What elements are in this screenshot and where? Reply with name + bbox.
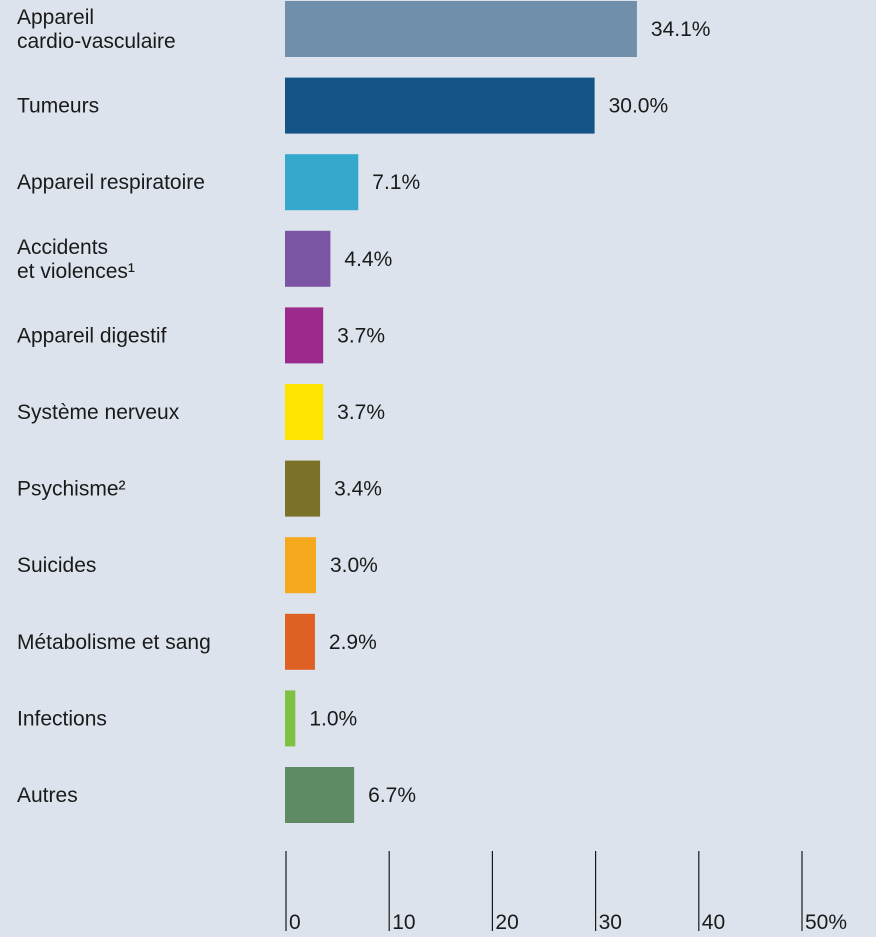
bar: [285, 460, 321, 517]
bar: [285, 230, 331, 287]
value-label: 2.9%: [329, 631, 377, 654]
category-labels: Appareil cardio-vasculaire Tumeurs Appareil…: [17, 6, 211, 807]
value-label: 7.1%: [372, 171, 420, 194]
category-label: Accidents et violences¹: [17, 236, 135, 283]
bars: [285, 1, 637, 823]
value-label: 3.0%: [330, 554, 378, 577]
category-label: Système nerveux: [17, 401, 180, 424]
category-label: Autres: [17, 784, 78, 807]
bar: [285, 613, 315, 670]
value-label: 6.7%: [368, 784, 416, 807]
x-tick-label: 50%: [805, 911, 847, 934]
bar: [285, 767, 355, 823]
x-axis: 0 10 20 30 40 50%: [285, 851, 847, 934]
bar: [285, 690, 296, 747]
category-label: Infections: [17, 707, 107, 730]
category-label: Suicides: [17, 554, 96, 577]
bar: [285, 307, 324, 364]
bar: [285, 537, 316, 594]
value-label: 4.4%: [344, 248, 392, 271]
value-label: 3.7%: [337, 401, 385, 424]
x-tick-label: 30: [599, 911, 622, 934]
category-label: Métabolisme et sang: [17, 631, 211, 654]
value-label: 1.0%: [309, 707, 357, 730]
bar: [285, 384, 324, 440]
x-tick-label: 10: [392, 911, 415, 934]
category-label: Tumeurs: [17, 95, 99, 118]
bar: [285, 154, 359, 211]
category-label: Psychisme²: [17, 478, 126, 501]
bar: [285, 1, 637, 57]
value-label: 30.0%: [609, 95, 669, 118]
x-tick-label: 0: [289, 911, 301, 934]
x-tick-label: 20: [495, 911, 518, 934]
value-label: 3.4%: [334, 478, 382, 501]
value-label: 3.7%: [337, 324, 385, 347]
value-label: 34.1%: [651, 18, 711, 41]
category-label: Appareil respiratoire: [17, 171, 205, 194]
value-labels: 34.1% 30.0% 7.1% 4.4% 3.7% 3.7% 3.4% 3.0% 2.9% 1.…: [309, 18, 710, 807]
x-tick-label: 40: [702, 911, 725, 934]
category-label: Appareil digestif: [17, 324, 167, 347]
category-label: Appareil cardio-vasculaire: [17, 6, 176, 53]
bar: [285, 77, 595, 134]
